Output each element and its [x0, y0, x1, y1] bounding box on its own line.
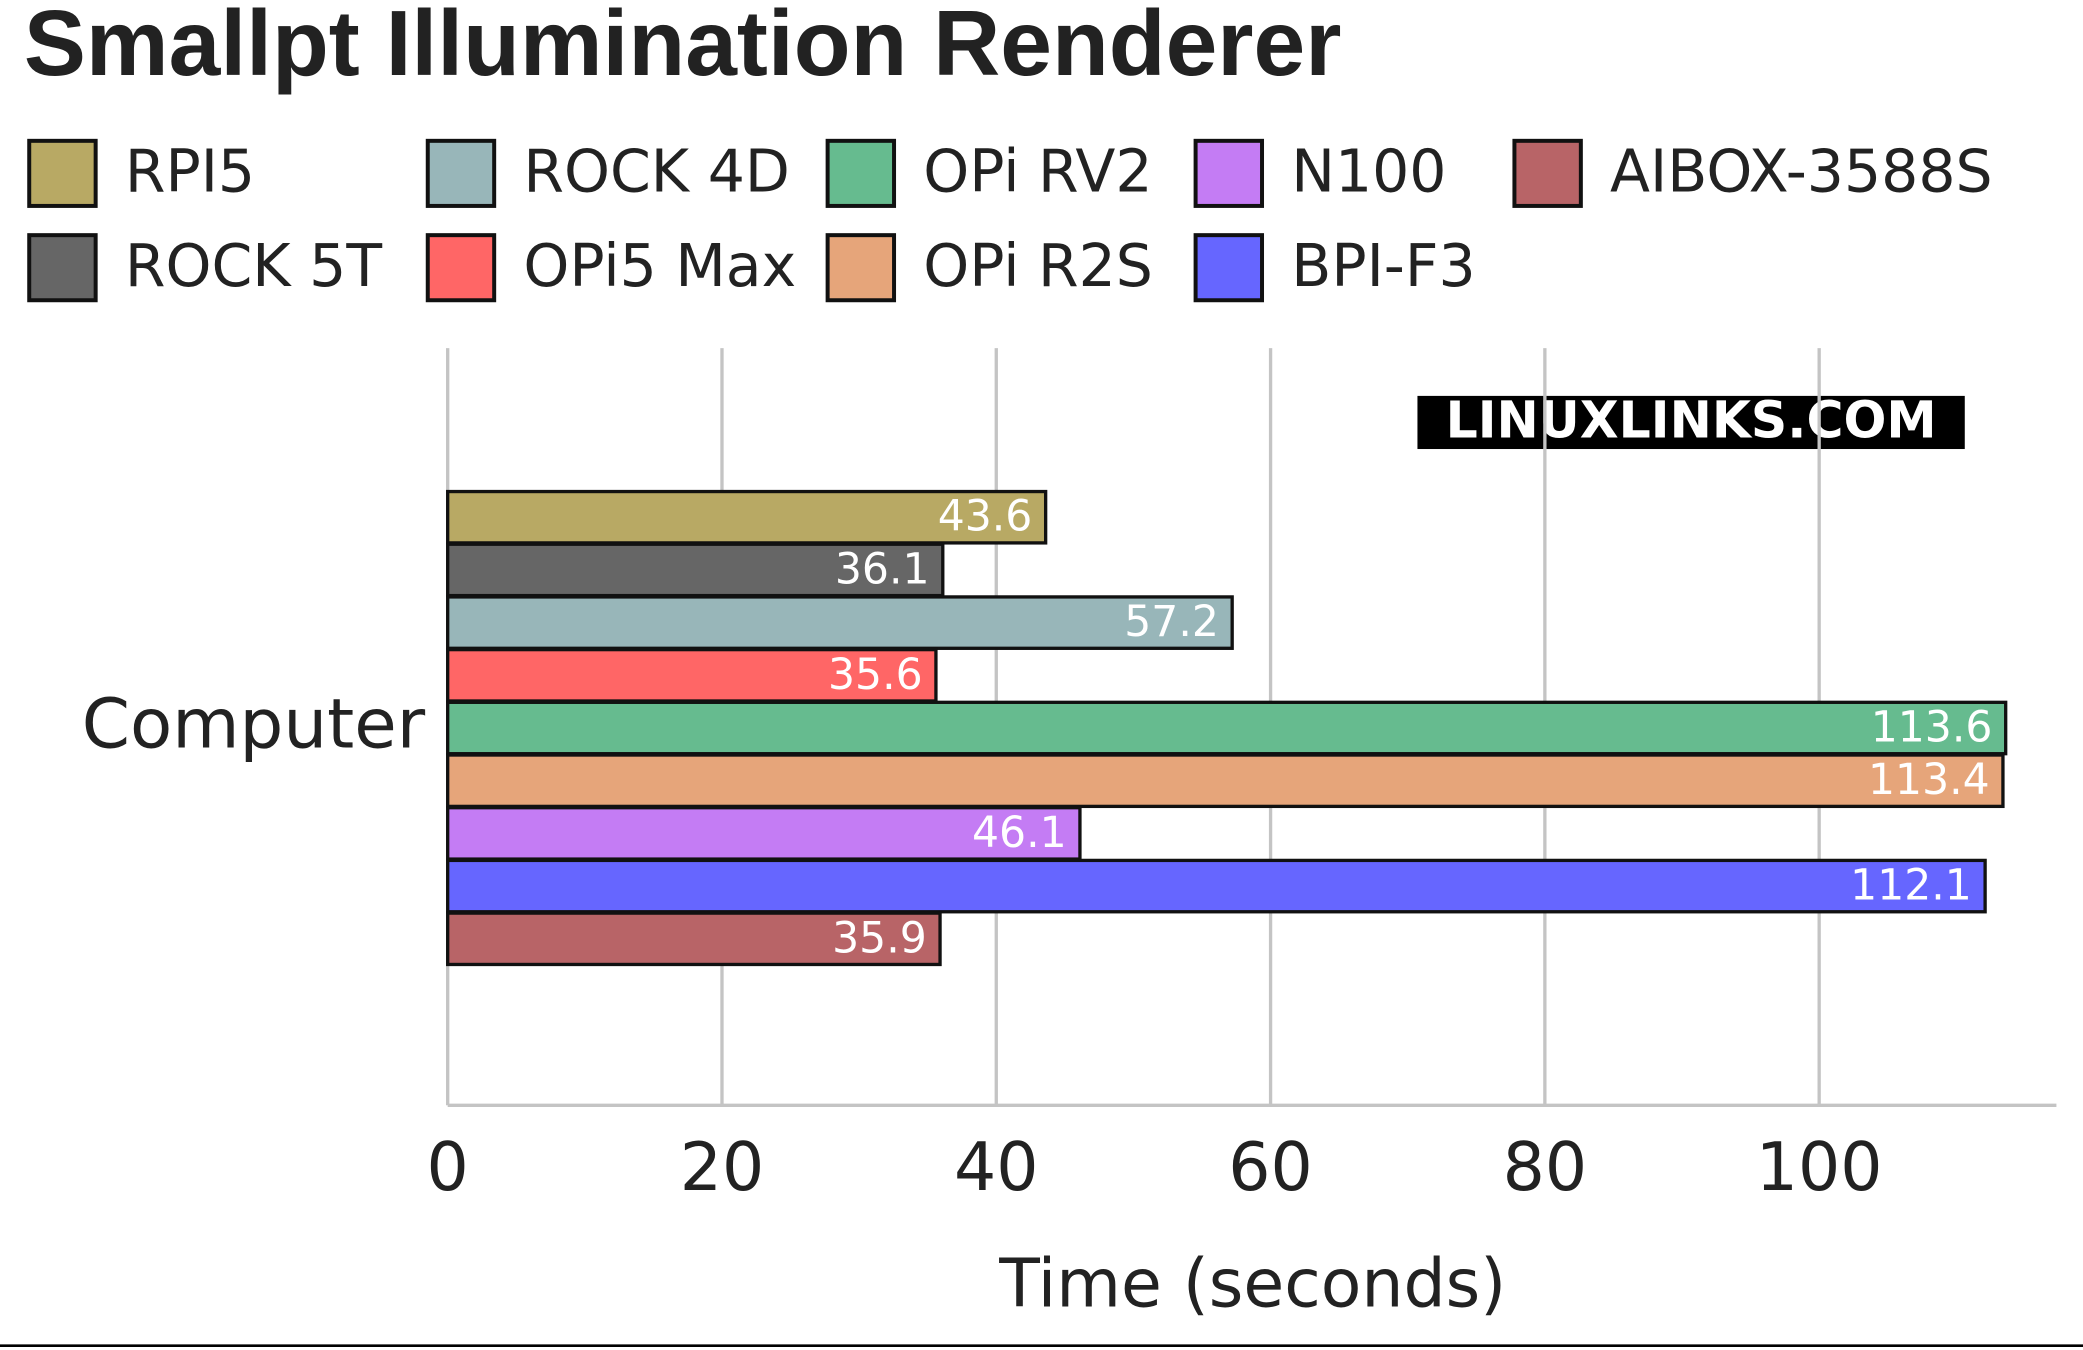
legend-label: ROCK 4D: [523, 137, 789, 205]
value-label: 35.6: [828, 651, 923, 700]
legend-label: RPI5: [125, 137, 255, 205]
bar: [446, 753, 2005, 809]
legend-label: OPi R2S: [923, 232, 1153, 300]
x-tick-label: 20: [680, 1128, 765, 1206]
chart-title: Smallpt Illumination Renderer: [24, 0, 1342, 95]
bar: [446, 595, 1234, 650]
legend-swatch: [825, 138, 897, 208]
bar: [446, 806, 1082, 861]
legend-swatch: [825, 233, 897, 303]
x-tick-label: 40: [954, 1128, 1039, 1206]
legend-swatch: [1193, 138, 1265, 208]
legend-label: BPI-F3: [1291, 232, 1475, 300]
legend-label: OPi5 Max: [523, 232, 796, 300]
legend-label: ROCK 5T: [125, 232, 382, 300]
value-label: 57.2: [1124, 598, 1219, 647]
bar: [446, 858, 1987, 914]
bar: [446, 489, 1048, 545]
legend-swatch: [27, 138, 98, 208]
watermark-box: [1417, 395, 1965, 450]
x-tick-label: 80: [1503, 1128, 1588, 1206]
legend-swatch: [27, 233, 98, 303]
value-label: 113.4: [1868, 756, 1990, 805]
x-tick-label: 100: [1756, 1128, 1883, 1206]
legend-swatch: [425, 138, 497, 208]
value-label: 46.1: [972, 809, 1067, 858]
legend-swatch: [1512, 138, 1583, 208]
watermark: LINUXLINKS.COM: [1446, 390, 1937, 449]
value-label: 36.1: [835, 545, 930, 594]
legend-label: OPi RV2: [923, 137, 1152, 205]
bar: [446, 700, 2008, 756]
x-axis-label: Time (seconds): [998, 1245, 1506, 1323]
legend-label: AIBOX-3588S: [1610, 137, 1993, 205]
x-tick-label: 0: [427, 1128, 469, 1206]
value-label: 112.1: [1850, 862, 1972, 911]
value-label: 43.6: [938, 493, 1033, 542]
legend-swatch: [425, 233, 497, 303]
value-label: 35.9: [832, 914, 927, 963]
value-label: 113.6: [1871, 703, 1993, 752]
bar: [446, 647, 938, 703]
legend-label: N100: [1291, 137, 1446, 205]
y-tick-label: Computer: [82, 685, 426, 765]
x-tick-label: 60: [1228, 1128, 1313, 1206]
legend-swatch: [1193, 233, 1265, 303]
bar: [446, 542, 945, 598]
bar: [446, 911, 942, 967]
